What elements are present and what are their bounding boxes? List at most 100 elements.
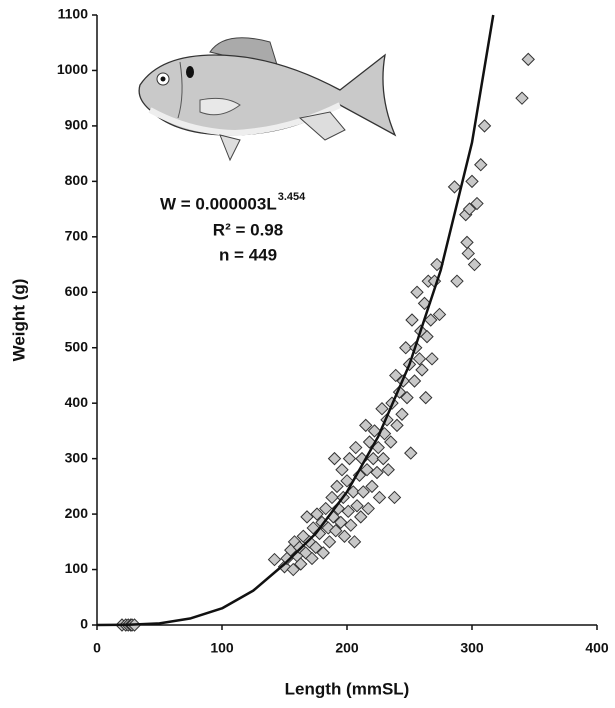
scatter-point [366, 451, 380, 466]
sample-size: n = 449 [219, 245, 277, 264]
scatter-point [521, 52, 535, 67]
x-tick-label: 0 [93, 640, 101, 656]
scatter-point [365, 479, 379, 494]
scatter-point [294, 557, 308, 571]
scatter-point [334, 515, 348, 530]
scatter-point [389, 368, 403, 383]
equation: W = 0.000003L [160, 194, 277, 213]
scatter-point [350, 499, 364, 513]
scatter-point [425, 352, 439, 366]
scatter-point [392, 385, 407, 399]
scatter-point [387, 490, 402, 505]
scatter-point [305, 551, 319, 566]
scatter-point [399, 341, 413, 355]
fit-curve [96, 14, 495, 627]
scatter-point [465, 174, 479, 189]
scatter-point [321, 521, 335, 535]
scatter-point [327, 451, 342, 466]
scatter-point [286, 562, 300, 577]
y-tick-label: 300 [65, 449, 89, 465]
y-tick-label: 100 [65, 560, 89, 576]
scatter-point [356, 485, 370, 499]
scatter-point [361, 501, 375, 516]
scatter-point [340, 474, 354, 488]
scatter-point [461, 246, 475, 261]
y-tick-label: 1100 [58, 6, 89, 22]
y-tick-label: 400 [65, 394, 89, 410]
y-tick-label: 500 [65, 338, 89, 354]
y-tick-label: 0 [80, 616, 88, 632]
scatter-point [474, 158, 488, 172]
x-tick-label: 100 [210, 640, 234, 656]
scatter-point [424, 313, 438, 327]
scatter-point [335, 463, 349, 477]
scatter-point [515, 91, 529, 105]
scatter-point [347, 535, 362, 549]
scatter-point [407, 374, 422, 388]
scatter-point [410, 285, 424, 299]
scatter-point [352, 468, 367, 482]
scatter-point [325, 490, 339, 505]
scatter-point [381, 463, 395, 477]
scatter-point [349, 440, 363, 455]
scatter-point [372, 490, 387, 505]
scatter-point [470, 196, 484, 211]
scatter-point [462, 202, 477, 216]
x-tick-label: 300 [460, 640, 484, 656]
scatter-point [432, 307, 447, 322]
scatter-point [367, 424, 382, 438]
scatter-point [267, 552, 282, 567]
y-tick-label: 800 [65, 172, 89, 188]
scatter-point [375, 402, 389, 416]
y-tick-label: 700 [65, 228, 89, 244]
scatter-point [412, 352, 427, 366]
scatter-point [329, 524, 343, 538]
scatter-point [337, 529, 352, 543]
y-tick-label: 600 [65, 283, 89, 299]
x-axis-title: Length (mmSL) [285, 679, 410, 698]
scatter-point [430, 257, 444, 272]
scatter-point [370, 465, 384, 480]
x-tick-label: 200 [335, 640, 359, 656]
scatter-point [467, 257, 482, 272]
scatter-point [310, 507, 324, 521]
y-tick-label: 200 [65, 505, 89, 521]
scatter-point [376, 451, 390, 466]
scatter-point [404, 446, 418, 460]
scatter-point [390, 418, 404, 433]
y-tick-label: 900 [65, 117, 89, 133]
scatter-point [477, 119, 492, 133]
scatter-point [342, 451, 357, 466]
scatter-point [330, 479, 344, 494]
scatter-point [331, 501, 345, 516]
scatter-point [341, 504, 355, 519]
scatter-point [400, 390, 414, 405]
scatter-point [300, 510, 314, 524]
scatter-point [344, 518, 358, 532]
scatter-point [417, 296, 432, 311]
scatter-point [316, 546, 330, 560]
scatter-point [359, 418, 373, 433]
scatter-point [354, 510, 368, 524]
scatter-point [322, 535, 337, 549]
fish-illustration [138, 37, 397, 162]
scatter-point [319, 501, 333, 516]
scatter-point [420, 329, 434, 344]
scatter-point [419, 390, 433, 405]
equation-exponent: 3.454 [278, 191, 306, 203]
scatter-point [447, 180, 462, 194]
scatter-point [360, 463, 374, 477]
scatter-point [450, 274, 464, 288]
y-tick-label: 1000 [57, 61, 88, 77]
scatter-point [460, 235, 474, 250]
scatter-point [395, 407, 409, 421]
x-tick-label: 400 [585, 640, 609, 656]
scatter-point [309, 540, 323, 555]
y-axis-title: Weight (g) [9, 279, 28, 362]
scatter-point [384, 435, 398, 449]
r-squared: R² = 0.98 [213, 220, 283, 239]
scatter-point [405, 313, 419, 327]
scatter-point [415, 363, 429, 377]
